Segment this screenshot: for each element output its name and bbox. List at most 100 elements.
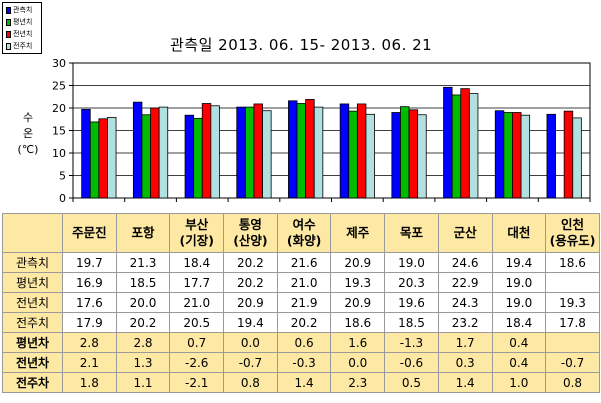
bar — [365, 113, 375, 199]
column-header: 여수 (화양) — [276, 213, 332, 253]
legend-label: 전년치 — [13, 30, 33, 38]
legend-swatch — [6, 42, 11, 50]
bar — [193, 117, 203, 199]
legend-label: 전주치 — [13, 42, 33, 50]
row-header: 전주차 — [2, 372, 63, 393]
bar — [253, 103, 263, 199]
table-cell: 1.4 — [437, 372, 493, 393]
column-header: 목포 — [384, 213, 439, 253]
table-cell: 1.7 — [437, 332, 493, 353]
table-cell: 2.8 — [115, 332, 171, 353]
bar — [296, 103, 307, 199]
bar — [313, 106, 324, 199]
table-cell — [545, 272, 600, 293]
bar — [184, 114, 195, 199]
chart-title: 관측일 2013. 06. 15- 2013. 06. 21 — [170, 36, 433, 54]
table-cell — [545, 332, 600, 353]
table-cell: 19.0 — [384, 252, 439, 273]
table-cell: 22.9 — [437, 272, 493, 293]
legend-item: 전년치 — [6, 29, 32, 39]
table-row: 관측치 19.7 21.3 18.4 20.2 21.6 20.9 19.0 24.6 19.4 1… — [2, 252, 600, 273]
bar — [451, 94, 462, 199]
table-cell: 24.3 — [437, 292, 493, 313]
table-cell: 1.3 — [115, 352, 171, 373]
table-cell: 20.2 — [115, 312, 171, 333]
bar — [391, 112, 401, 199]
table-cell: 2.3 — [330, 372, 386, 393]
bar — [468, 93, 479, 199]
table-cell: 21.6 — [276, 252, 332, 273]
y-axis-label: 수 온 (℃) — [16, 110, 40, 158]
table-cell: 0.7 — [169, 332, 225, 353]
table-cell: 17.6 — [62, 292, 117, 313]
table-cell: 16.9 — [62, 272, 117, 293]
table-cell: 19.4 — [223, 312, 278, 333]
bar — [141, 114, 151, 199]
row-header: 관측치 — [2, 252, 63, 273]
table-cell: 20.3 — [384, 272, 439, 293]
bar — [244, 106, 255, 199]
table-cell: 19.7 — [62, 252, 117, 273]
table-cell: 0.4 — [491, 332, 547, 353]
table-cell: 18.5 — [384, 312, 439, 333]
table-cell: 17.9 — [62, 312, 117, 333]
table-cell: 21.0 — [169, 292, 225, 313]
legend-swatch — [6, 6, 11, 14]
table-cell: 24.6 — [437, 252, 493, 273]
table-cell: 20.0 — [115, 292, 171, 313]
table-row: 평년치 16.9 18.5 17.7 20.2 21.0 19.3 20.3 22.9 19.0 — [2, 272, 600, 293]
bar — [417, 114, 427, 199]
y-axis-label-part: 온 — [22, 127, 34, 140]
table-cell: 19.4 — [491, 252, 547, 273]
bar — [201, 103, 212, 199]
row-header: 전주치 — [2, 312, 63, 333]
table-cell: 20.9 — [330, 252, 386, 273]
legend-label: 관측치 — [13, 6, 33, 14]
column-header: 포항 — [115, 213, 171, 253]
table-cell: 18.6 — [545, 252, 600, 273]
bar — [512, 112, 522, 199]
table-cell: 1.0 — [491, 372, 547, 393]
table-cell: 0.0 — [223, 332, 278, 353]
table-cell: 2.8 — [62, 332, 117, 353]
bar — [262, 110, 272, 199]
table-cell: 21.9 — [276, 292, 332, 313]
bar — [210, 105, 220, 199]
row-header: 평년차 — [2, 332, 63, 353]
bar — [236, 106, 246, 199]
bar — [107, 117, 117, 199]
table-cell: -0.6 — [384, 352, 439, 373]
table-cell: 0.3 — [437, 352, 493, 373]
table-cell: 1.4 — [276, 372, 332, 393]
y-tick-label: 0 — [59, 192, 66, 205]
column-header: 대천 — [491, 213, 547, 253]
table-cell: 0.4 — [491, 352, 547, 373]
y-tick-label: 25 — [52, 80, 66, 93]
bar — [546, 113, 556, 199]
table-cell: 19.0 — [491, 292, 547, 313]
table-row: 전년치 17.6 20.0 21.0 20.9 21.9 20.9 19.6 24.3 19.0 1… — [2, 292, 600, 313]
legend-item: 평년치 — [6, 17, 32, 27]
table-cell: 20.9 — [223, 292, 278, 313]
y-tick-label: 30 — [52, 57, 66, 70]
bar — [150, 107, 160, 199]
column-header: 부산 (기장) — [169, 213, 225, 253]
legend-swatch — [6, 30, 11, 38]
legend-swatch — [6, 18, 11, 26]
column-header: 군산 — [437, 213, 493, 253]
table-cell: 0.8 — [223, 372, 278, 393]
table-cell: 17.7 — [169, 272, 225, 293]
row-header: 전년치 — [2, 292, 63, 313]
bar — [494, 110, 505, 199]
table-cell: 19.6 — [384, 292, 439, 313]
table-cell: 23.2 — [437, 312, 493, 333]
table-cell: -2.1 — [169, 372, 225, 393]
table-cell: 19.3 — [545, 292, 600, 313]
bar — [98, 118, 108, 199]
table-cell: 20.9 — [330, 292, 386, 313]
table-cell: 18.4 — [169, 252, 225, 273]
table-cell: 20.2 — [276, 312, 332, 333]
table-cell: 1.6 — [330, 332, 386, 353]
bar — [132, 101, 143, 199]
